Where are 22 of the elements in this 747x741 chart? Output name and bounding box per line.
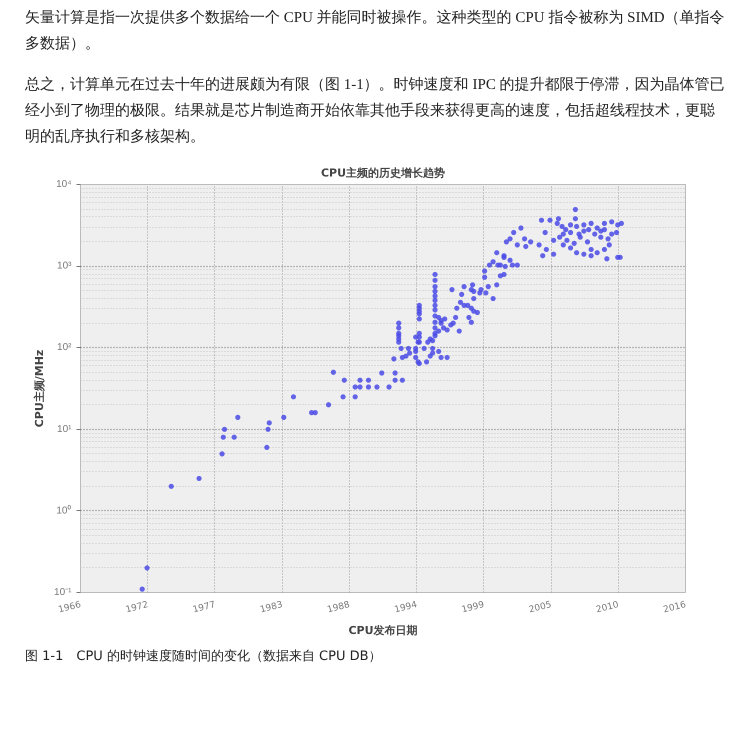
x-axis-title: CPU发布日期 [348,624,418,638]
y-tick-label: 10³ [57,260,72,272]
x-tick-label: 1966 [57,600,82,616]
x-tick-label: 2005 [528,600,553,616]
x-tick-label: 1972 [124,600,150,616]
text: 矢量计算是指一次提供多个数据给一个 CPU 并能同时被操作。这种类型的 CPU 指令被称为 SIMD（单指令多数据）。 [25,8,725,54]
x-tick-label: 1994 [394,600,419,616]
caption: 图 1-1 CPU 的时钟速度随时间的变化（数据来自 CPU DB） [25,648,382,666]
x-tick-label: 1999 [460,600,486,616]
x-tick-label: 1977 [192,600,217,616]
y-tick-label: 10⁻¹ [54,587,72,598]
y-axis-title: CPU主频/MHz [33,350,46,428]
chart-title: CPU主频的历史增长趋势 [320,166,446,180]
x-tick-label: 1988 [326,600,352,616]
x-tick-label: 2010 [595,600,620,616]
y-tick-label: 10⁰ [56,504,72,517]
text: 总之，计算单元在过去十年的进展颇为有限（图 1-1）。时钟速度和 IPC 的提升都限于停滞，因为晶体管已经小到了物理的极限。结果就是芯片制造商开始依靠其他手段来获得更高的速度，包括超线程技术，更聪明的乱序执行和多核架构。 [25,75,725,147]
y-tick-label: 10¹ [57,424,72,436]
y-tick-label: 10² [57,342,72,354]
y-tick-label: 10⁴ [56,179,72,190]
x-tick-label: 2016 [662,600,688,616]
x-tick-label: 1983 [259,600,284,616]
